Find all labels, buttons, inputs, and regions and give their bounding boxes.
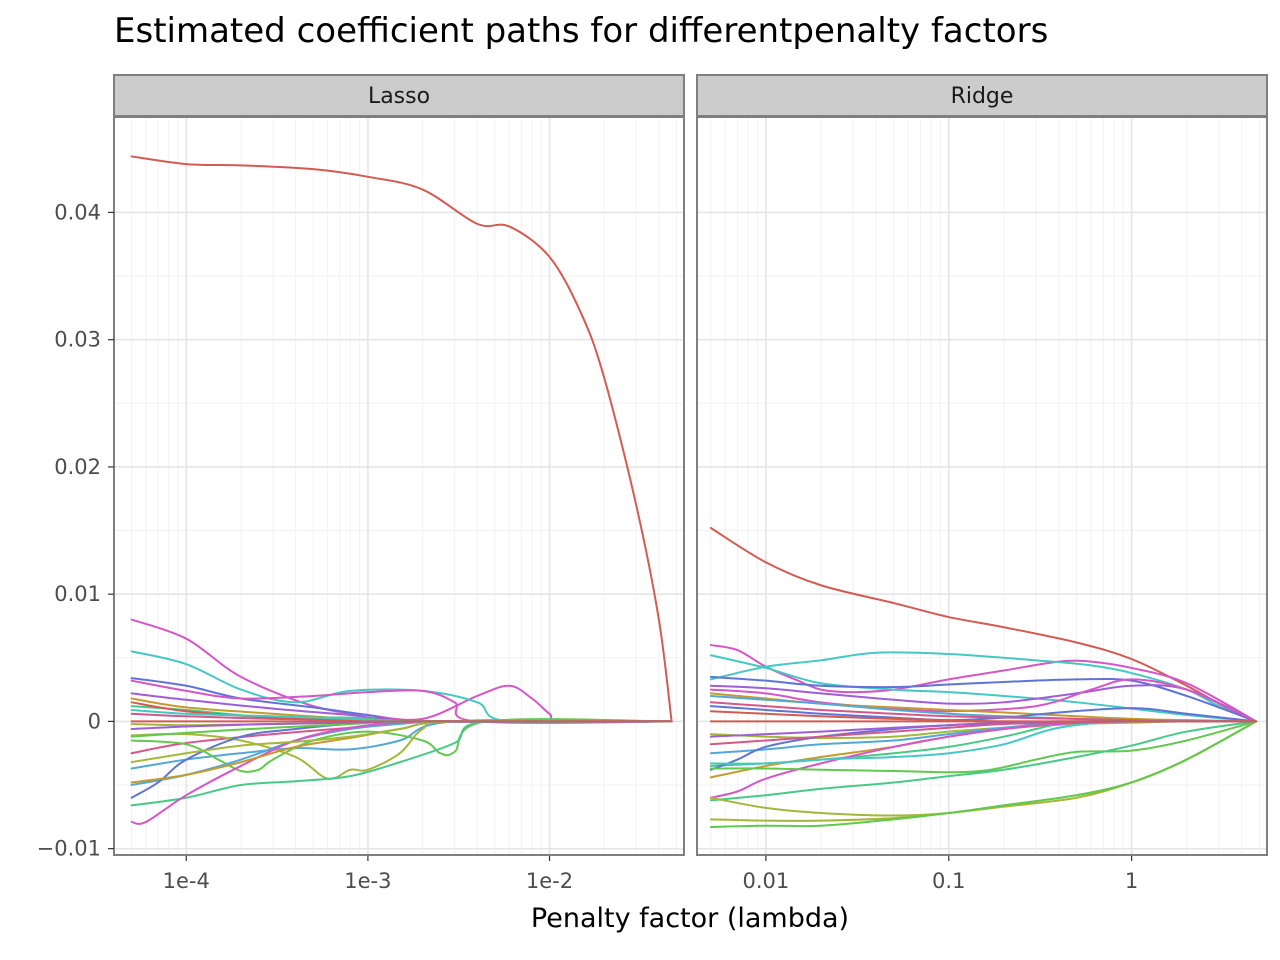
- series-lines: [709, 526, 1258, 829]
- x-tick-label: 1e-2: [526, 869, 573, 893]
- x-tick-label: 0.01: [743, 869, 790, 893]
- panel-background: [114, 117, 684, 855]
- y-tick-label: 0.03: [54, 328, 101, 352]
- y-tick-label: 0.01: [54, 582, 101, 606]
- facet-strip: [113, 74, 685, 117]
- y-tick-label: 0: [88, 709, 101, 733]
- coefficient-path: [130, 618, 673, 723]
- series-lines: [130, 155, 673, 825]
- panel-lasso: Lasso 1e-4 1e-3 1e-2: [113, 74, 685, 893]
- coefficient-path: [709, 678, 1258, 723]
- panels-layer: Lasso 1e-4 1e-3 1e-2 Ridge 0.01 0.1 1: [113, 74, 1268, 893]
- x-tick-label: 0.1: [932, 869, 965, 893]
- coefficient-path: [709, 675, 1258, 723]
- coefficient-path: [709, 684, 1258, 723]
- chart-title: Estimated coefficient paths for differen…: [114, 11, 1048, 51]
- coefficient-path: [709, 720, 1258, 774]
- x-tick-label: 1e-4: [163, 869, 210, 893]
- x-tick-label: 1: [1125, 869, 1138, 893]
- coefficient-path: [709, 720, 1258, 802]
- y-axis: −0.01 0 0.01 0.02 0.03 0.04: [37, 200, 114, 861]
- y-tick-label: 0.02: [54, 455, 101, 479]
- coefficient-path: [709, 720, 1258, 829]
- panel-border: [696, 116, 1268, 856]
- y-tick-label: 0.04: [54, 200, 101, 224]
- panel-border: [113, 116, 685, 856]
- grid: [114, 117, 684, 855]
- panel-ridge: Ridge 0.01 0.1 1: [696, 74, 1268, 893]
- panel-background: [697, 117, 1267, 855]
- facet-strip-label: Ridge: [951, 84, 1014, 109]
- facet-strip-label: Lasso: [368, 84, 430, 109]
- x-axis-title: Penalty factor (lambda): [531, 903, 849, 934]
- coefficient-path: [709, 654, 1258, 723]
- y-tick-label: −0.01: [37, 837, 101, 861]
- x-tick-label: 1e-3: [344, 869, 391, 893]
- coefficient-path: [130, 155, 673, 723]
